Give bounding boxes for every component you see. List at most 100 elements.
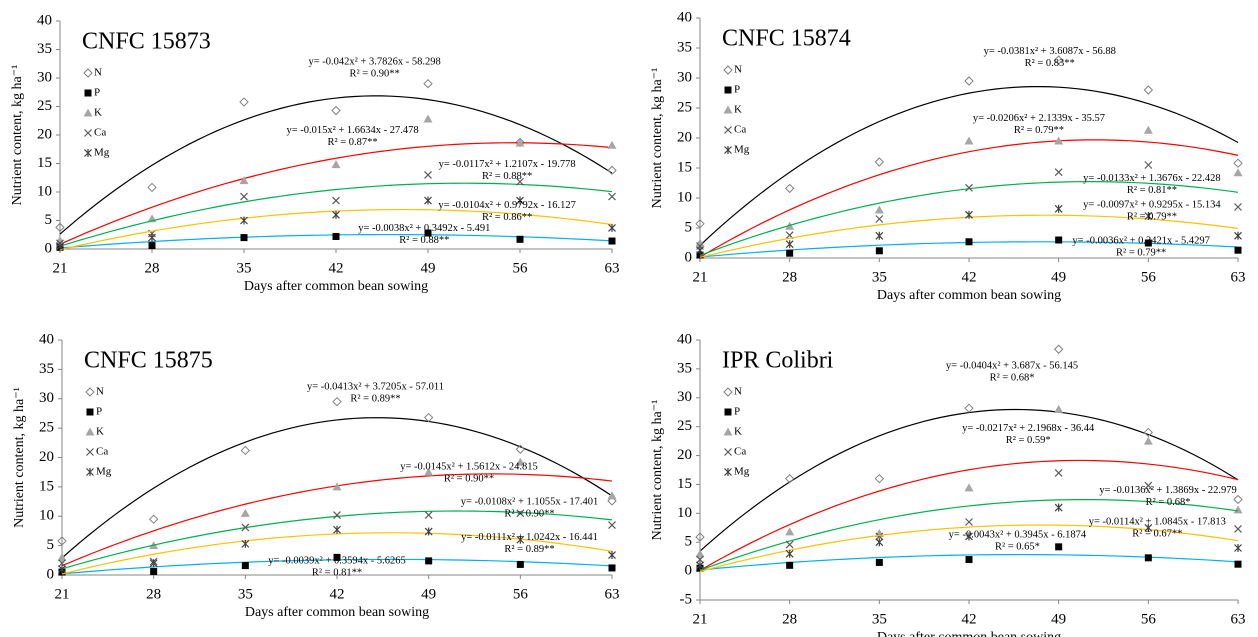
- point: [1234, 525, 1242, 533]
- point: [964, 483, 974, 492]
- point: [147, 182, 157, 193]
- point: [424, 511, 433, 519]
- y-tick-label: 35: [677, 360, 692, 376]
- y-tick-label: 30: [677, 389, 692, 405]
- point: [875, 215, 884, 223]
- legend-label: P: [734, 406, 740, 418]
- point: [965, 532, 973, 541]
- y-tick-label: 15: [677, 476, 692, 492]
- point: [241, 562, 249, 570]
- y-tick-label: 35: [39, 361, 54, 377]
- y-tick-label: 0: [45, 240, 53, 256]
- legend-label: P: [96, 406, 102, 418]
- x-tick-label: 56: [513, 586, 529, 602]
- point: [785, 240, 794, 249]
- point: [333, 511, 341, 519]
- x-tick-label: 35: [872, 269, 887, 285]
- point: [1143, 125, 1153, 134]
- legend-marker: [85, 387, 95, 397]
- point: [965, 518, 973, 526]
- r-squared: R² = 0.88**: [482, 171, 532, 182]
- point: [1054, 168, 1063, 177]
- point: [965, 238, 973, 246]
- y-tick-label: 0: [685, 249, 693, 265]
- point: [331, 160, 341, 169]
- point: [964, 403, 974, 413]
- y-tick-label: 25: [37, 98, 52, 114]
- chart-title: IPR Colibri: [722, 348, 834, 374]
- point: [424, 170, 432, 179]
- r-squared: R² = 0.79**: [1014, 125, 1064, 136]
- point: [150, 567, 158, 575]
- legend-marker: [84, 149, 92, 157]
- point: [608, 521, 616, 529]
- point: [695, 532, 705, 542]
- equation: y= -0.0039x² + 0.3594x - 5.6265: [268, 555, 405, 566]
- point: [1054, 468, 1063, 477]
- point: [424, 229, 432, 237]
- y-tick-label: 25: [677, 418, 692, 434]
- equation: y= -0.042x² + 3.7826x - 58.298: [309, 56, 441, 67]
- y-tick-label: 30: [39, 390, 54, 406]
- point: [425, 557, 433, 565]
- r-squared: R² = 0.89**: [504, 544, 554, 555]
- fit-curve: [699, 139, 1239, 258]
- legend-marker: [724, 126, 732, 134]
- point: [875, 558, 883, 566]
- equation: y= -0.0108x² + 1.1055x - 17.401: [461, 497, 598, 508]
- point: [786, 249, 794, 257]
- point: [515, 444, 526, 454]
- r-squared: R² = 0.65*: [995, 541, 1040, 552]
- point: [240, 445, 251, 456]
- point: [1233, 168, 1243, 177]
- y-tick-label: 40: [39, 331, 54, 347]
- x-tick-label: 42: [962, 611, 977, 627]
- x-tick-label: 56: [1141, 269, 1157, 285]
- point: [424, 467, 434, 476]
- y-axis-label: Nutrient content, kg ha⁻¹: [650, 68, 665, 209]
- x-tick-label: 49: [1051, 611, 1066, 627]
- point: [965, 210, 973, 219]
- fit-curve: [699, 181, 1239, 257]
- legend-marker: [723, 427, 733, 436]
- legend-label: P: [94, 87, 100, 99]
- point: [1055, 236, 1063, 244]
- y-tick-label: 40: [37, 12, 52, 28]
- r-squared: R² = 0.59*: [1006, 435, 1051, 446]
- equation: y= -0.0043x² + 0.3945x - 6.1874: [949, 529, 1087, 540]
- equation: y= -0.0038x² + 0.3492x - 5.491: [358, 223, 490, 234]
- equation: y= -0.0036x² + 0.3421x - 5.4297: [1072, 236, 1209, 247]
- x-tick-label: 21: [693, 611, 708, 627]
- point: [424, 527, 433, 536]
- point: [874, 205, 884, 214]
- point: [1143, 85, 1154, 95]
- point: [695, 219, 705, 229]
- equation: y= -0.0097x² + 0.9295x - 15.134: [1083, 200, 1221, 211]
- point: [516, 535, 525, 544]
- legend-marker: [86, 468, 94, 476]
- point: [1053, 344, 1064, 354]
- y-tick-label: 5: [47, 537, 55, 553]
- point: [965, 556, 973, 564]
- point: [608, 192, 616, 201]
- r-squared: R² = 0.79**: [1127, 212, 1177, 223]
- x-tick-label: 21: [693, 269, 708, 285]
- y-axis-label: Nutrient content, kg ha⁻¹: [650, 400, 665, 541]
- legend-label: K: [96, 426, 104, 438]
- point: [240, 234, 248, 242]
- x-tick-label: 56: [513, 260, 529, 276]
- y-tick-label: 20: [39, 449, 54, 465]
- point: [58, 559, 66, 568]
- legend-label: N: [734, 386, 742, 398]
- point: [874, 473, 885, 484]
- point: [423, 114, 433, 123]
- legend-label: K: [734, 426, 742, 438]
- point: [332, 196, 340, 205]
- point: [608, 237, 616, 245]
- point: [608, 564, 616, 572]
- legend-label: Mg: [734, 466, 750, 478]
- point: [516, 235, 524, 243]
- point: [148, 233, 156, 242]
- x-tick-label: 49: [421, 586, 436, 602]
- x-tick-label: 63: [605, 260, 620, 276]
